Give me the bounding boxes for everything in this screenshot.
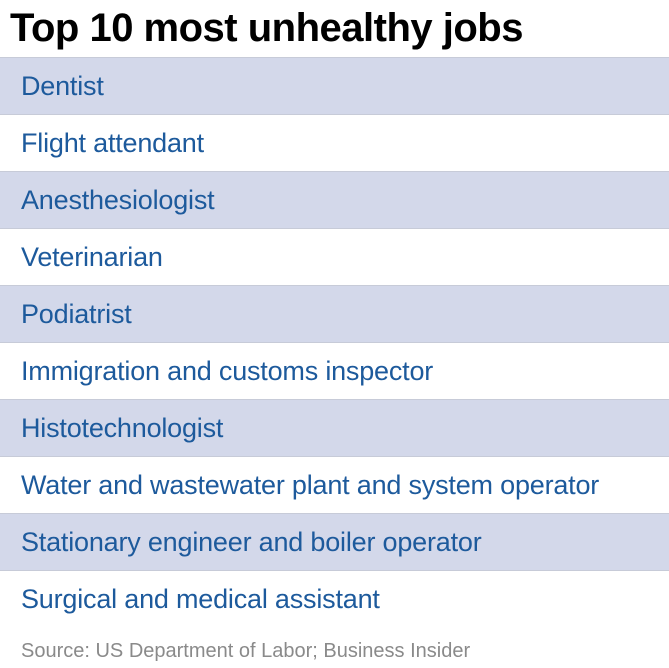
table-row: Flight attendant [0,114,669,171]
table-row: Surgical and medical assistant [0,570,669,627]
row-label: Veterinarian [21,241,163,272]
table-row: Water and wastewater plant and system op… [0,456,669,513]
row-label: Dentist [21,70,104,101]
table-row: Dentist [0,57,669,114]
table-row: Stationary engineer and boiler operator [0,513,669,570]
table-row: Anesthesiologist [0,171,669,228]
row-label: Histotechnologist [21,412,224,443]
table-row: Histotechnologist [0,399,669,456]
row-label: Stationary engineer and boiler operator [21,526,482,557]
row-label: Water and wastewater plant and system op… [21,469,600,500]
jobs-table: Dentist Flight attendant Anesthesiologist V… [0,57,669,627]
row-label: Surgical and medical assistant [21,583,380,614]
table-row: Veterinarian [0,228,669,285]
row-label: Flight attendant [21,127,204,158]
source-note: Source: US Department of Labor; Business… [21,640,471,662]
row-label: Anesthesiologist [21,184,215,215]
row-label: Podiatrist [21,298,132,329]
table-row: Immigration and customs inspector [0,342,669,399]
table-row: Podiatrist [0,285,669,342]
row-label: Immigration and customs inspector [21,355,434,386]
chart-title: Top 10 most unhealthy jobs [10,6,523,50]
